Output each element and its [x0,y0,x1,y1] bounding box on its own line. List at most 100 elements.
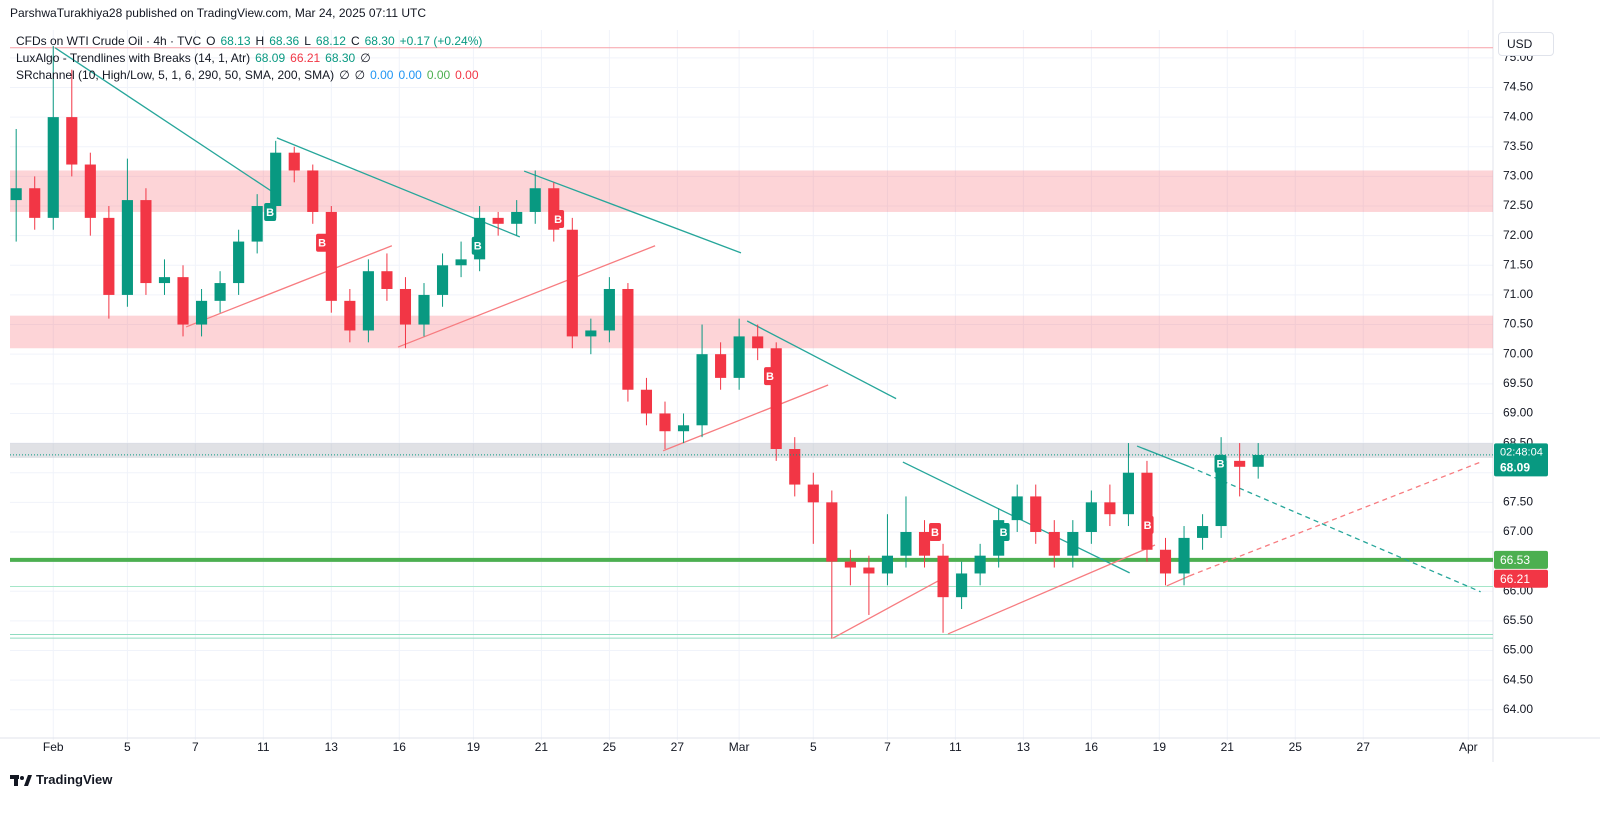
signal-marker [929,522,942,541]
signal-label: B [1000,527,1008,539]
x-tick-label: 21 [1221,740,1235,754]
legend-row: LuxAlgo - Trendlines with Breaks (14, 1,… [16,50,482,67]
candle-body [863,567,875,574]
candle-body [1178,537,1190,574]
y-tick-label: 65.00 [1503,643,1533,657]
candle-body [381,271,393,289]
price-tag-label: 68.09 [1500,461,1530,475]
x-tick-label: Feb [43,740,64,754]
y-tick-label: 73.00 [1503,169,1533,183]
signal-label: B [766,371,774,383]
candle-body [418,294,430,325]
candle-body [158,277,171,284]
candle-body [325,211,337,301]
trendline [1136,445,1190,468]
legend-value: 0.00 [370,68,394,82]
candle-body [733,336,745,378]
legend-value: +0.17 (+0.24%) [399,34,483,48]
candle-body [270,152,282,207]
candle-body [214,283,226,301]
legend-row: CFDs on WTI Crude Oil · 4h · TVC O 68.13 H 6… [16,33,482,50]
candle-body [307,170,319,212]
legend-value: 68.30 [325,51,356,65]
trendline [1189,461,1481,577]
trendline [832,579,941,639]
legend-value: ∅ [354,68,366,82]
candle-body [1104,502,1116,515]
candle-body [1011,496,1023,521]
y-tick-label: 64.00 [1503,702,1533,716]
x-tick-label: 19 [1153,740,1167,754]
y-tick-label: 69.50 [1503,376,1533,390]
candle-body [66,117,78,165]
x-tick-label: 11 [949,740,962,754]
candle-body [566,229,578,337]
currency-button[interactable]: USD [1498,32,1554,56]
trendline [185,245,393,328]
plot-area [10,30,1493,740]
x-tick-label: 27 [1357,740,1371,754]
legend-value: 0.00 [455,68,479,82]
y-tick-label: 72.50 [1503,198,1533,212]
candle-body [826,502,838,562]
legend-value: H [255,34,265,48]
signal-label: B [474,241,482,253]
candle-body [585,330,597,337]
candle-body [195,300,208,325]
candle-body [455,259,467,266]
y-tick-label: 64.50 [1503,672,1533,686]
y-tick-label: 71.50 [1503,257,1533,271]
legend-value: ∅ [339,68,350,82]
legend-value: 66.21 [290,51,321,65]
candle-body [1141,472,1153,550]
candle-body [548,188,560,230]
trendline [1166,575,1190,587]
legend-value: 68.30 [364,34,395,48]
brand: TradingView [36,772,113,787]
x-tick-label: 5 [810,740,817,754]
legend-value: C [350,34,360,48]
candle-body [399,288,412,325]
trendline [746,320,897,400]
y-tick-label: 72.00 [1503,228,1533,242]
candle-body [1030,496,1042,532]
x-tick-label: 11 [257,740,270,754]
x-tick-label: 25 [1289,740,1303,754]
candle-body [140,200,152,284]
indicator-name[interactable]: CFDs on WTI Crude Oil · 4h · TVC [16,34,202,48]
y-tick-label: 69.00 [1503,406,1533,420]
candle-body [10,188,22,201]
logo [10,774,32,786]
sr-zone [10,315,1493,349]
candle-body [103,217,115,295]
price-tag [1494,569,1548,588]
price-tag-label: 66.53 [1500,553,1530,567]
candle-body [1252,454,1264,467]
signal-label: B [1217,459,1225,471]
signal-marker [264,202,277,221]
candle-body [881,555,894,574]
x-tick-label: Apr [1459,740,1478,754]
y-tick-label: 67.50 [1503,495,1533,509]
legend-value: O [206,34,216,48]
signal-marker [997,522,1010,541]
candle-body [1197,526,1209,538]
candle-body [121,200,133,295]
candle-body [937,555,949,598]
candle-body [659,413,671,432]
indicator-name[interactable]: LuxAlgo - Trendlines with Breaks (14, 1,… [16,51,251,65]
publish-info: ParshwaTurakhiya28 published on TradingV… [10,6,427,20]
x-tick-label: 21 [535,740,549,754]
candle-body [529,188,541,212]
signal-label: B [1144,520,1152,532]
legend-value: 0.00 [426,68,451,82]
candle-body [47,117,59,218]
signal-marker [1141,515,1154,534]
indicator-name[interactable]: SRchannel (10, High/Low, 5, 1, 6, 290, 5… [16,68,335,82]
candle-body [1048,531,1060,556]
signal-label: B [931,527,939,539]
candle-body [789,449,801,485]
candle-body [251,206,263,242]
